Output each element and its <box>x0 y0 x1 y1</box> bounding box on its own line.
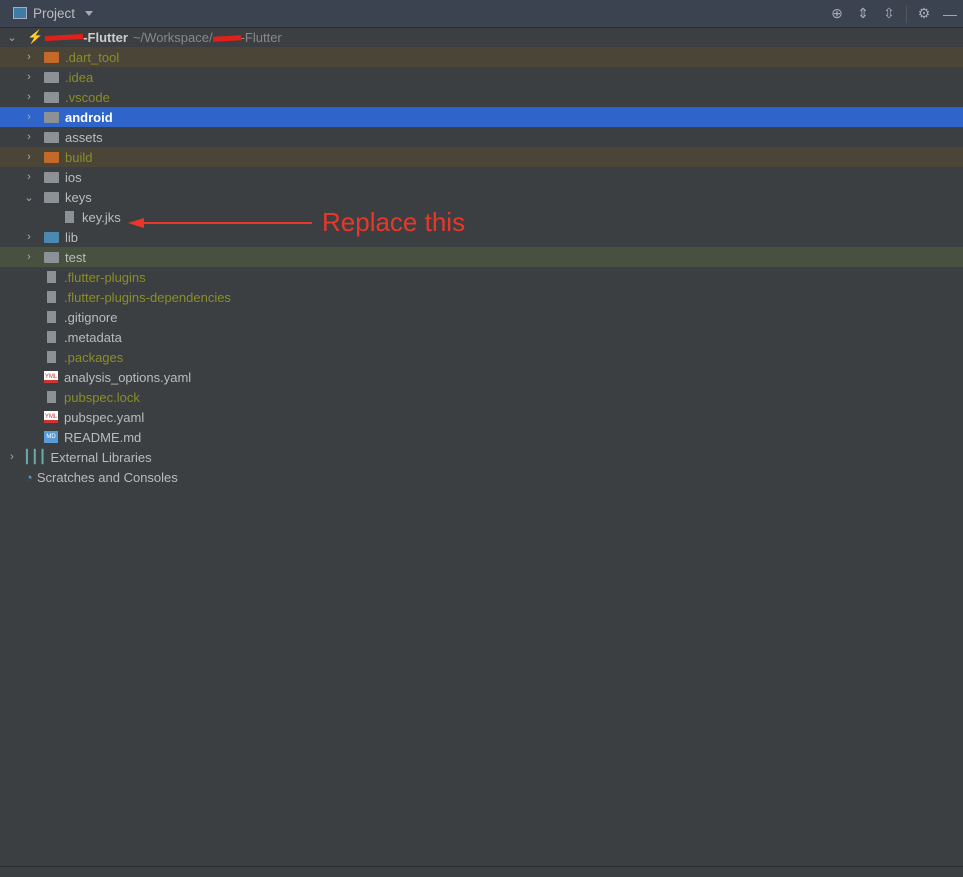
tree-item-label: Scratches and Consoles <box>36 469 178 485</box>
arrow-line <box>144 221 312 224</box>
tree-item[interactable]: › .vscode <box>0 87 963 107</box>
tree-item[interactable]: YML analysis_options.yaml <box>0 367 963 387</box>
chevron-right-icon[interactable]: › <box>27 91 31 103</box>
file-icon <box>47 271 56 283</box>
tree-item[interactable]: MD README.md <box>0 427 963 447</box>
file-icon <box>65 211 74 223</box>
tree-item[interactable]: › .idea <box>0 67 963 87</box>
file-icon <box>47 291 56 303</box>
folder-icon <box>44 171 59 183</box>
tree-item-label: .flutter-plugins <box>64 269 146 285</box>
yaml-file-icon: YML <box>44 411 58 423</box>
tree-item[interactable]: › assets <box>0 127 963 147</box>
tree-item-label: .vscode <box>65 89 110 105</box>
folder-icon <box>44 231 59 243</box>
root-path: ~/Workspace/-Flutter <box>132 29 282 45</box>
tree-item-label: keys <box>65 189 92 205</box>
gear-icon[interactable]: ⚙ <box>917 5 931 21</box>
chevron-down-icon[interactable]: ⌄ <box>7 31 17 44</box>
tree-item-label: .gitignore <box>64 309 118 325</box>
tree-root[interactable]: ⌄ ⚡ -Flutter ~/Workspace/-Flutter <box>0 27 963 47</box>
markdown-file-icon: MD <box>44 431 58 443</box>
folder-icon <box>44 251 59 263</box>
tree-item[interactable]: key.jks <box>0 207 963 227</box>
tree-item-label: android <box>65 109 113 125</box>
chevron-right-icon[interactable]: › <box>27 111 31 123</box>
tree-item-label: pubspec.lock <box>64 389 140 405</box>
chevron-right-icon[interactable]: › <box>27 231 31 243</box>
tree-item[interactable]: › build <box>0 147 963 167</box>
status-bar <box>0 866 963 877</box>
tree-item-label: key.jks <box>82 209 121 225</box>
tree-item[interactable]: › ios <box>0 167 963 187</box>
flutter-icon: ⚡ <box>27 29 44 44</box>
tree-item-label: pubspec.yaml <box>64 409 145 425</box>
chevron-right-icon[interactable]: › <box>27 71 31 83</box>
tree-item[interactable]: .flutter-plugins-dependencies <box>0 287 963 307</box>
tree-item-label: .dart_tool <box>65 49 120 65</box>
tree-item[interactable]: › test <box>0 247 963 267</box>
annotation-text: Replace this <box>322 207 466 237</box>
tree-item[interactable]: YML pubspec.yaml <box>0 407 963 427</box>
tree-item-label: .flutter-plugins-dependencies <box>64 289 231 305</box>
tool-window-header: Project ⊕ ⇕ ⇳ ⚙ — <box>0 0 963 28</box>
file-icon <box>47 391 56 403</box>
file-icon <box>47 351 56 363</box>
folder-icon <box>44 151 59 163</box>
tree-item[interactable]: pubspec.lock <box>0 387 963 407</box>
tree-item[interactable]: .packages <box>0 347 963 367</box>
tree-item-label: .packages <box>64 349 124 365</box>
folder-icon <box>44 191 59 203</box>
chevron-right-icon[interactable]: › <box>27 131 31 143</box>
tree-item[interactable]: › .dart_tool <box>0 47 963 67</box>
annotation-arrow: Replace this <box>128 207 465 238</box>
tree-item-label: README.md <box>64 429 142 445</box>
tree-item-label: .metadata <box>64 329 122 345</box>
tree-item[interactable]: › android <box>0 107 963 127</box>
libraries-icon: ┃┃┃ <box>23 449 47 464</box>
file-icon <box>47 331 56 343</box>
root-name: -Flutter <box>83 29 128 45</box>
arrow-head <box>128 217 144 228</box>
tree-item[interactable]: .gitignore <box>0 307 963 327</box>
tree-item-label: test <box>65 249 86 265</box>
tree-item[interactable]: › lib <box>0 227 963 247</box>
tree-item-label: .idea <box>65 69 94 85</box>
tree-item[interactable]: .flutter-plugins <box>0 267 963 287</box>
project-view-title[interactable]: Project <box>33 6 76 21</box>
tree-item[interactable]: › ┃┃┃ External Libraries <box>0 447 963 467</box>
collapse-all-icon[interactable]: ⇳ <box>883 5 895 21</box>
project-tree: ⌄ ⚡ -Flutter ~/Workspace/-Flutter › .dart… <box>0 27 963 487</box>
divider <box>906 4 907 23</box>
locate-icon[interactable]: ⊕ <box>831 5 843 21</box>
expand-all-icon[interactable]: ⇕ <box>857 5 869 21</box>
project-window-icon <box>13 7 27 19</box>
tree-item-label: assets <box>65 129 103 145</box>
chevron-down-icon[interactable] <box>85 11 94 16</box>
tree-item[interactable]: ⌄ keys <box>0 187 963 207</box>
chevron-right-icon[interactable]: › <box>27 251 31 263</box>
chevron-right-icon[interactable]: › <box>27 51 31 63</box>
tree-item[interactable]: ◔ Scratches and Consoles <box>0 467 963 487</box>
folder-icon <box>44 51 59 63</box>
chevron-right-icon[interactable]: › <box>27 171 31 183</box>
minimize-icon[interactable]: — <box>943 5 957 22</box>
folder-icon <box>44 71 59 83</box>
folder-icon <box>44 111 59 123</box>
tree-item-label: External Libraries <box>50 449 152 465</box>
chevron-down-icon[interactable]: ⌄ <box>24 191 34 204</box>
yaml-file-icon: YML <box>44 371 58 383</box>
tree-item-label: lib <box>65 229 79 245</box>
folder-icon <box>44 91 59 103</box>
folder-icon <box>44 131 59 143</box>
file-icon <box>47 311 56 323</box>
redaction <box>45 33 84 41</box>
chevron-right-icon[interactable]: › <box>10 451 14 463</box>
tree-item-label: build <box>65 149 93 165</box>
tree-item[interactable]: .metadata <box>0 327 963 347</box>
tree-item-label: ios <box>65 169 82 185</box>
tree-item-label: analysis_options.yaml <box>64 369 192 385</box>
chevron-right-icon[interactable]: › <box>27 151 31 163</box>
scratches-icon: ◔ <box>25 469 33 485</box>
